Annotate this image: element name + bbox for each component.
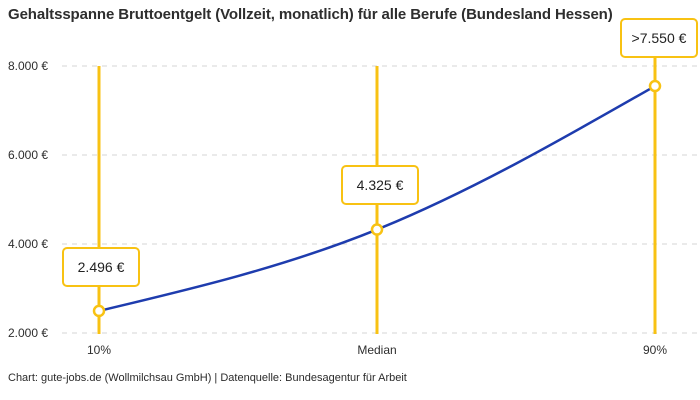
x-tick-label-10pct: 10% [86,343,112,357]
y-tick-label-6000: 6.000 € [8,148,49,162]
marker-10%[interactable] [92,304,106,318]
y-tick-label-8000: 8.000 € [8,59,49,73]
data-point-markers [92,79,662,318]
marker-90%[interactable] [648,79,662,93]
value-badge-90pct-text: >7.550 € [631,30,687,46]
x-tick-label-median: Median [357,343,397,357]
y-tick-label-2000: 2.000 € [8,326,49,340]
chart-title: Gehaltsspanne Bruttoentgelt (Vollzeit, m… [8,6,613,23]
chart-credit: Chart: gute-jobs.de (Wollmilchsau GmbH) … [8,372,407,384]
marker-Median[interactable] [370,223,384,236]
value-badge-median-text: 4.325 € [356,177,404,193]
value-badge-10pct: 2.496 € [62,247,140,287]
gridlines [62,65,698,334]
y-tick-label-4000: 4.000 € [8,237,49,251]
value-badge-10pct-text: 2.496 € [77,259,125,275]
value-badge-90pct: >7.550 € [620,18,698,58]
x-tick-label-90pct: 90% [642,343,668,357]
value-badge-median: 4.325 € [341,165,419,205]
